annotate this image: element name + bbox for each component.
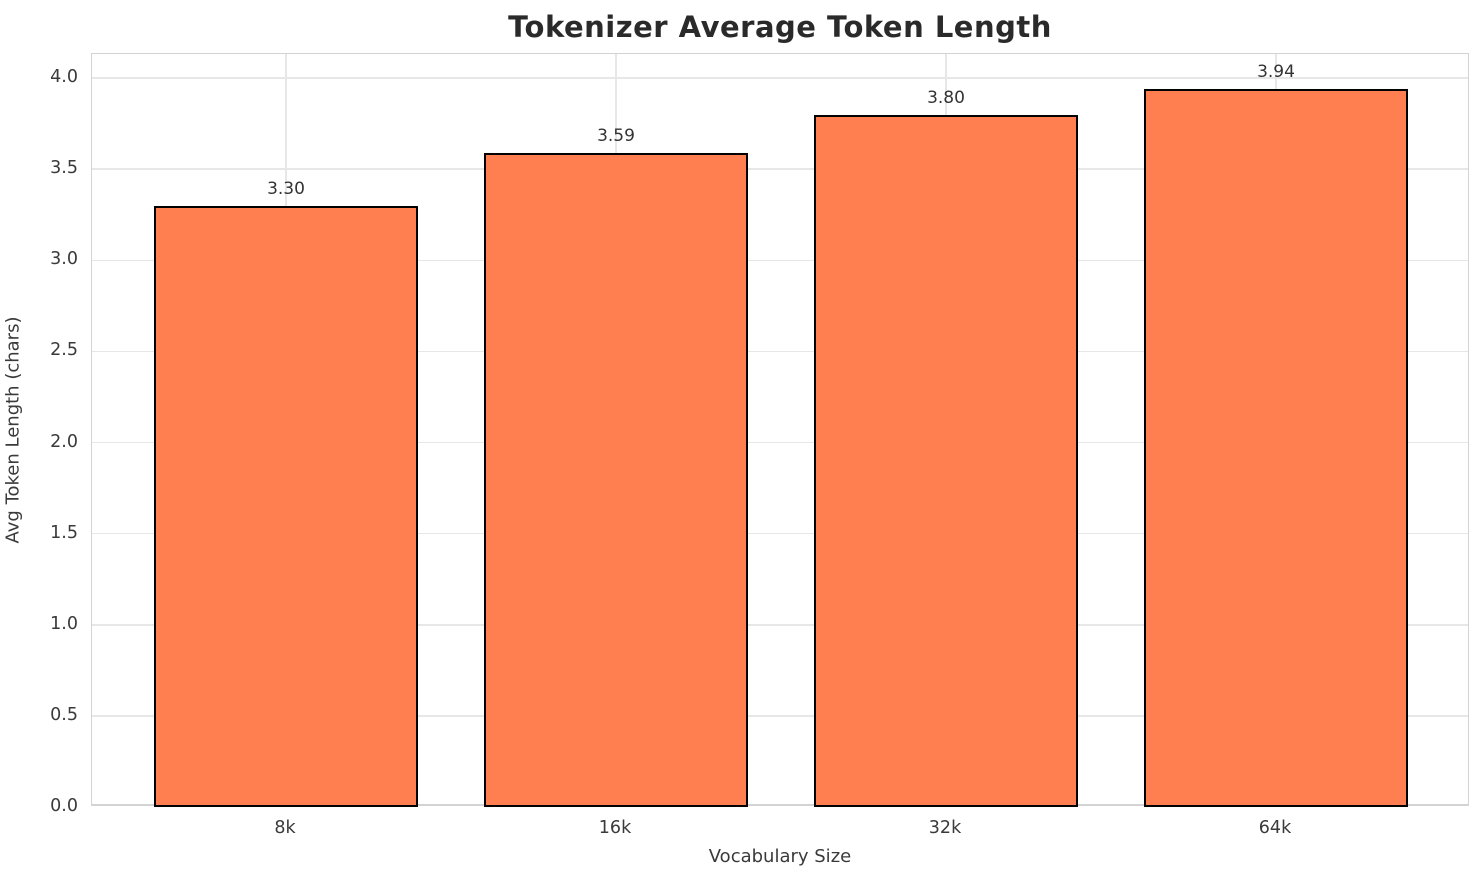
y-axis-label: Avg Token Length (chars) bbox=[2, 316, 24, 544]
bar-value-label: 3.94 bbox=[1257, 61, 1295, 82]
y-tick-label: 3.5 bbox=[50, 158, 78, 179]
bar-32k bbox=[814, 114, 1078, 807]
x-tick-label: 32k bbox=[928, 818, 962, 838]
bar-8k bbox=[154, 205, 418, 807]
gridline-horizontal bbox=[92, 77, 1468, 79]
x-tick-label: 64k bbox=[1258, 818, 1292, 838]
x-tick-label: 8k bbox=[274, 818, 296, 838]
gridline-horizontal bbox=[92, 259, 1468, 262]
bar-16k bbox=[484, 152, 748, 807]
y-tick-label: 1.0 bbox=[50, 613, 78, 634]
gridline-horizontal bbox=[92, 441, 1468, 444]
y-tick-label: 2.5 bbox=[50, 340, 78, 361]
gridline-horizontal bbox=[92, 350, 1468, 353]
x-tick-label: 16k bbox=[598, 818, 632, 838]
x-axis-label: Vocabulary Size bbox=[708, 846, 852, 867]
gridline-horizontal bbox=[92, 532, 1468, 535]
gridline-horizontal bbox=[92, 168, 1468, 170]
bar-64k bbox=[1144, 88, 1408, 807]
y-tick-label: 3.0 bbox=[50, 249, 78, 270]
y-tick-label: 1.5 bbox=[50, 522, 78, 543]
gridline-horizontal bbox=[92, 715, 1468, 717]
y-tick-label: 2.0 bbox=[50, 431, 78, 452]
y-tick-label: 0.0 bbox=[50, 796, 78, 816]
plot-area: 3.30 3.59 3.80 3.94 bbox=[91, 53, 1469, 807]
y-tick-label: 4.0 bbox=[50, 67, 78, 88]
bar-value-label: 3.30 bbox=[267, 178, 305, 199]
chart-title: Tokenizer Average Token Length bbox=[508, 10, 1052, 44]
gridline-horizontal bbox=[92, 624, 1468, 626]
y-tick-label: 0.5 bbox=[50, 704, 78, 725]
bar-value-label: 3.59 bbox=[597, 125, 635, 146]
bar-value-label: 3.80 bbox=[927, 87, 965, 108]
